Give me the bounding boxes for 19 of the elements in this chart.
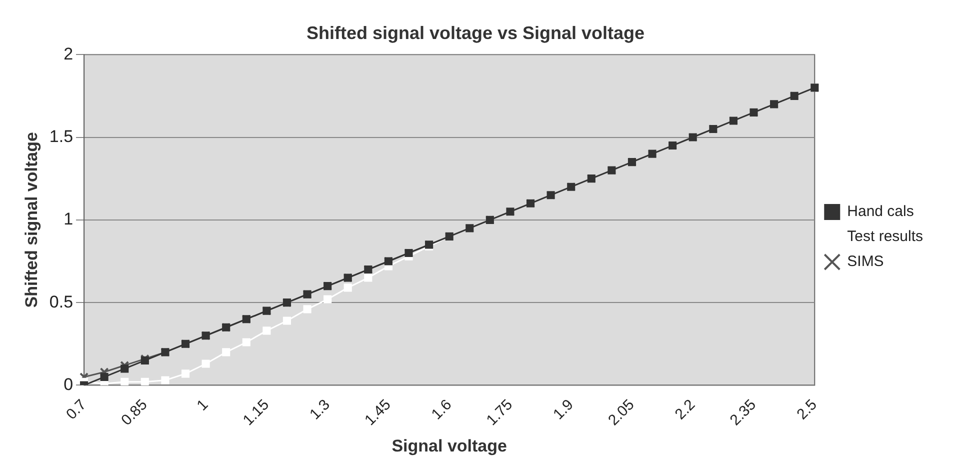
x-tick-label: 2.5 xyxy=(794,396,820,424)
y-axis-title: Shifted signal voltage xyxy=(22,132,41,308)
x-tick-label: 1 xyxy=(194,396,212,414)
text: Test results xyxy=(847,228,923,246)
y-tick-label: 2 xyxy=(64,44,74,64)
chart-title: Shifted signal voltage vs Signal voltage xyxy=(306,22,645,43)
x-tick-label: 1.6 xyxy=(428,396,456,424)
y-tick-label: 0.5 xyxy=(49,292,74,312)
x-tick-label: 1.9 xyxy=(550,396,577,424)
y-tick-label: 1 xyxy=(64,210,74,229)
legend-label: Hand cals xyxy=(847,203,914,220)
x-tick-label: 0.85 xyxy=(118,396,151,429)
y-tick-label: 1.5 xyxy=(49,126,74,146)
x-tick-label: 0.7 xyxy=(63,396,90,424)
x-tick-label: 1.3 xyxy=(306,396,334,424)
y-tick-label: 0 xyxy=(64,374,74,394)
x-axis-title: Signal voltage xyxy=(392,436,507,456)
x-tick-label: 2.2 xyxy=(672,396,699,424)
legend-label: SIMS xyxy=(847,253,884,270)
